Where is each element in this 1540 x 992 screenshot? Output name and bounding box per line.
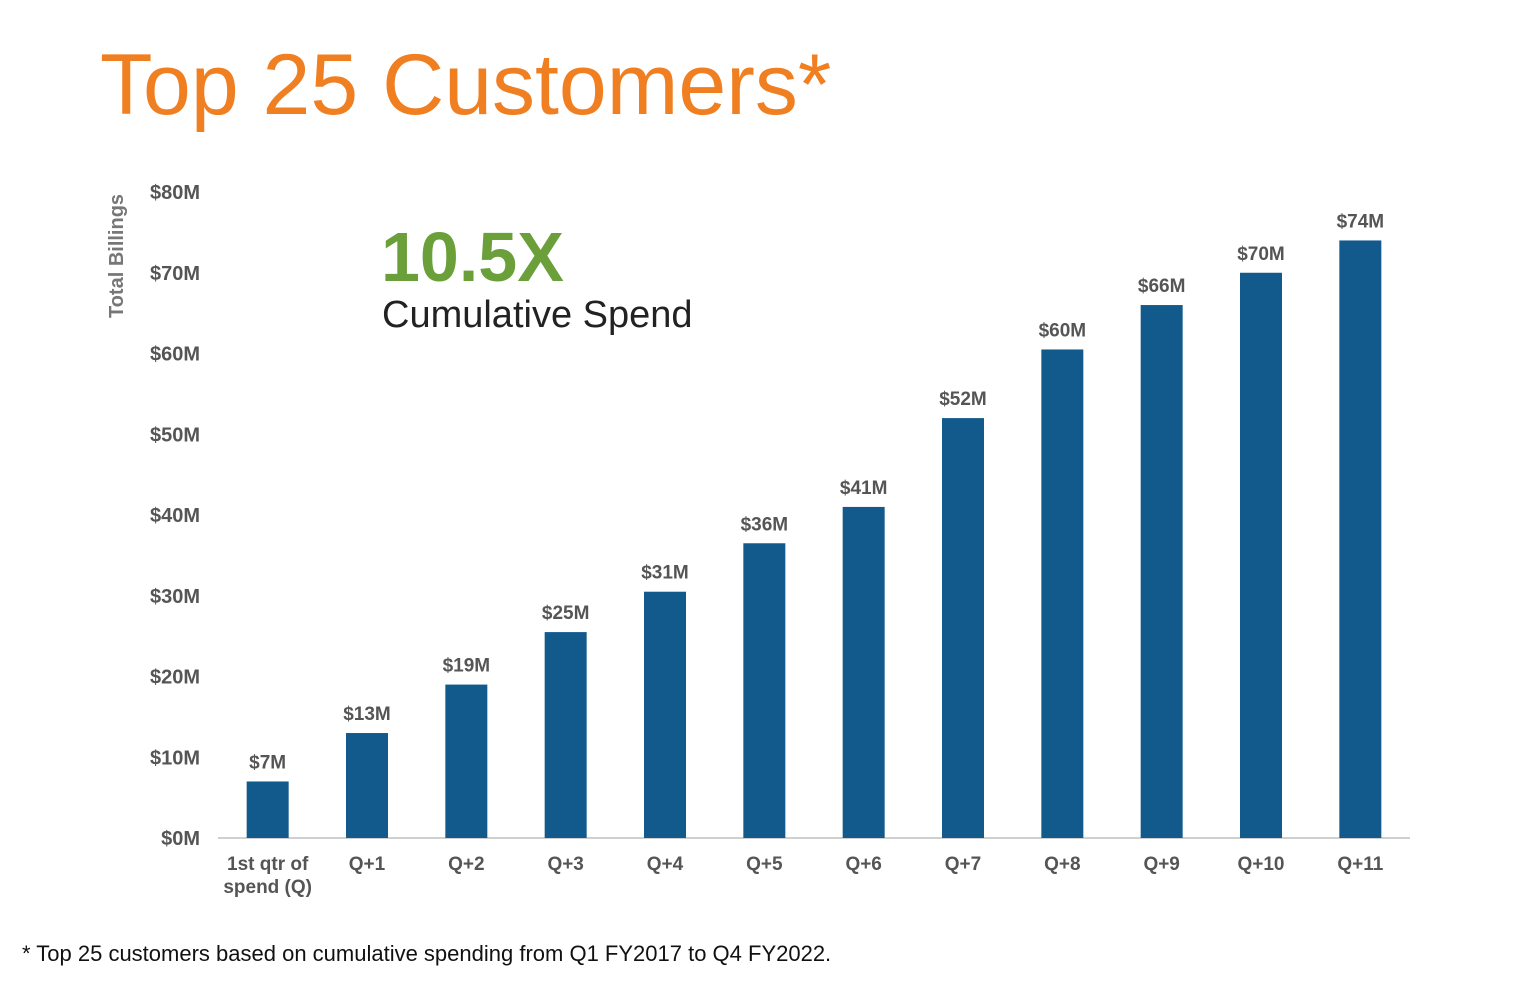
data-label: $70M — [1237, 244, 1285, 265]
x-tick-label: Q+6 — [845, 854, 881, 875]
bar — [942, 418, 984, 838]
bar — [1140, 305, 1183, 838]
x-tick-label: Q+11 — [1337, 854, 1383, 875]
data-label: $74M — [1337, 211, 1385, 232]
multiplier-caption: Cumulative Spend — [382, 294, 693, 336]
data-label: $52M — [939, 389, 987, 410]
x-tick-label: spend (Q) — [223, 877, 312, 898]
bar — [1041, 349, 1084, 838]
bar — [743, 543, 786, 838]
bar — [445, 684, 488, 838]
y-tick-label: $30M — [150, 586, 200, 608]
bar — [644, 591, 686, 838]
x-tick-label: 1st qtr of — [227, 854, 309, 875]
data-label: $19M — [443, 656, 491, 677]
bar — [842, 506, 885, 838]
slide-title: Top 25 Customers* — [100, 37, 832, 133]
x-tick-label: Q+7 — [945, 854, 981, 875]
x-tick-label: Q+9 — [1143, 854, 1179, 875]
data-label: $31M — [641, 563, 689, 584]
y-tick-label: $0M — [161, 828, 200, 850]
data-label: $13M — [343, 704, 391, 725]
y-tick-label: $60M — [150, 344, 200, 366]
footnote: * Top 25 customers based on cumulative s… — [22, 941, 832, 966]
x-tick-label: Q+8 — [1044, 854, 1080, 875]
bar — [544, 632, 587, 838]
bar — [1339, 240, 1382, 838]
y-axis-title: Total Billings — [106, 194, 128, 318]
x-tick-label: Q+1 — [349, 854, 386, 875]
x-tick-label: Q+3 — [547, 854, 583, 875]
x-tick-label: Q+5 — [746, 854, 783, 875]
bar — [246, 781, 289, 838]
y-tick-label: $10M — [150, 747, 200, 769]
data-label: $36M — [741, 514, 789, 535]
y-tick-label: $40M — [150, 505, 200, 527]
data-label: $66M — [1138, 276, 1186, 297]
y-tick-label: $70M — [150, 263, 200, 285]
x-tick-label: Q+4 — [647, 854, 684, 875]
x-tick-label: Q+2 — [448, 854, 484, 875]
data-label: $25M — [542, 603, 590, 624]
y-tick-label: $20M — [150, 667, 200, 689]
bar — [346, 733, 388, 838]
data-label: $7M — [249, 752, 286, 773]
bar — [1240, 272, 1282, 838]
data-label: $41M — [840, 478, 888, 499]
y-tick-label: $50M — [150, 424, 200, 446]
data-label: $60M — [1039, 320, 1087, 341]
y-tick-label: $80M — [150, 182, 200, 204]
multiplier-value: 10.5X — [381, 218, 564, 296]
x-tick-label: Q+10 — [1237, 854, 1284, 875]
